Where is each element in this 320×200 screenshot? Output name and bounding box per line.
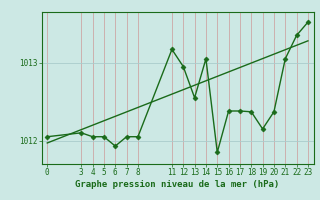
X-axis label: Graphe pression niveau de la mer (hPa): Graphe pression niveau de la mer (hPa) xyxy=(76,180,280,189)
